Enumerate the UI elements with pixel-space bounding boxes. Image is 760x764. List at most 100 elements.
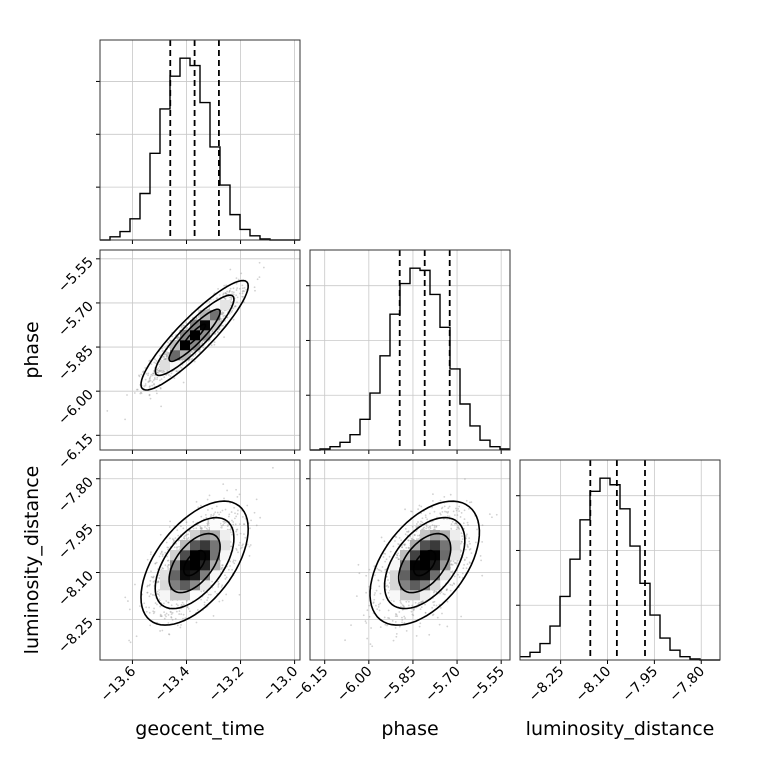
scatter-point [177,336,180,338]
scatter-point [408,539,410,542]
contour-line [168,308,221,363]
scatter-point [433,590,436,593]
scatter-point [222,293,225,296]
scatter-point [177,534,180,537]
scatter-point [159,533,162,536]
scatter-point [169,375,172,378]
scatter-point [140,391,142,394]
scatter-point [208,593,210,596]
scatter-point [152,379,155,382]
scatter-point [220,312,223,315]
scatter-point [468,548,471,551]
scatter-point [439,513,442,516]
scatter-point [158,370,161,372]
scatter-point [152,575,155,578]
density-cell [180,340,191,351]
scatter-point [158,576,161,579]
scatter-point [222,483,225,485]
y-tick-label: −5.70 [55,298,97,340]
scatter-point [474,541,477,544]
scatter-point [424,611,427,614]
scatter-point [232,307,235,310]
scatter-point [387,586,390,588]
scatter-point [170,616,173,618]
density-cell [170,550,181,561]
density-cell [420,540,431,551]
scatter-point [468,561,471,564]
scatter-point [456,514,459,516]
scatter-point [467,546,469,549]
scatter-point [445,588,448,591]
density-cell [420,590,431,601]
scatter-point [241,284,244,287]
scatter-point [224,508,227,511]
scatter-point [157,369,160,372]
scatter-point [232,291,235,294]
y-tick-label: −7.95 [55,521,97,563]
scatter-point [201,341,204,343]
scatter-point [226,525,229,528]
scatter-point [147,374,149,377]
scatter-point [146,584,149,587]
scatter-point [377,603,380,606]
density-cell [190,560,201,571]
scatter-point [156,603,158,606]
scatter-point [169,520,171,523]
scatter-point [457,507,460,510]
scatter-point [424,516,427,519]
scatter-point [149,593,152,595]
scatter-point [158,589,161,591]
scatter-point [153,382,155,385]
scatter-point [216,511,219,514]
scatter-point [452,510,455,513]
scatter-point [245,288,248,291]
scatter-point [175,610,178,613]
scatter-point [182,324,185,327]
x-axis-label-geocent_time: geocent_time [135,718,264,740]
scatter-point [368,585,370,588]
scatter-point [481,574,484,577]
scatter-point [143,602,146,605]
scatter-point [134,583,136,586]
scatter-point [446,511,449,514]
density-cell [400,590,411,601]
scatter-point [235,549,238,551]
scatter-point [243,286,246,289]
scatter-point [156,378,158,381]
scatter-point [403,621,406,624]
scatter-point [421,600,423,603]
scatter-point [397,552,399,555]
scatter-point [387,616,389,619]
scatter-point [462,567,465,570]
scatter-point [384,560,387,563]
scatter-point [443,495,446,498]
density-cell [190,590,201,601]
scatter-point [417,602,420,604]
density-cell [420,580,431,591]
histogram-phase [310,267,510,451]
scatter-point [395,613,398,616]
x-tick-label: −7.95 [620,664,662,706]
scatter-point [210,344,213,347]
scatter-point [243,523,246,526]
scatter-point [165,541,168,544]
scatter-point [152,610,155,613]
scatter-point [362,614,365,617]
scatter-point [146,558,149,561]
scatter-point [235,530,238,533]
scatter-point [164,614,167,616]
scatter-point [193,360,196,363]
scatter-point [420,520,422,523]
scatter-point [434,528,436,531]
density-cell [410,590,421,601]
scatter-point [195,317,198,320]
scatter-point [435,590,437,593]
density-cell [200,530,211,541]
scatter-point [225,284,228,287]
scatter-point [223,522,226,525]
scatter-point [385,558,388,561]
scatter-point [156,371,159,374]
scatter-point [373,594,376,596]
scatter-point [213,513,215,515]
